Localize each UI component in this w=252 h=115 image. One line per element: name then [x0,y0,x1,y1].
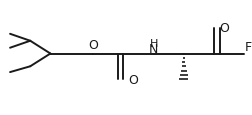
Text: N: N [149,43,159,56]
Text: F: F [245,41,252,54]
Text: O: O [129,73,139,86]
Text: H: H [149,39,158,49]
Text: O: O [88,39,98,52]
Text: O: O [219,22,229,35]
